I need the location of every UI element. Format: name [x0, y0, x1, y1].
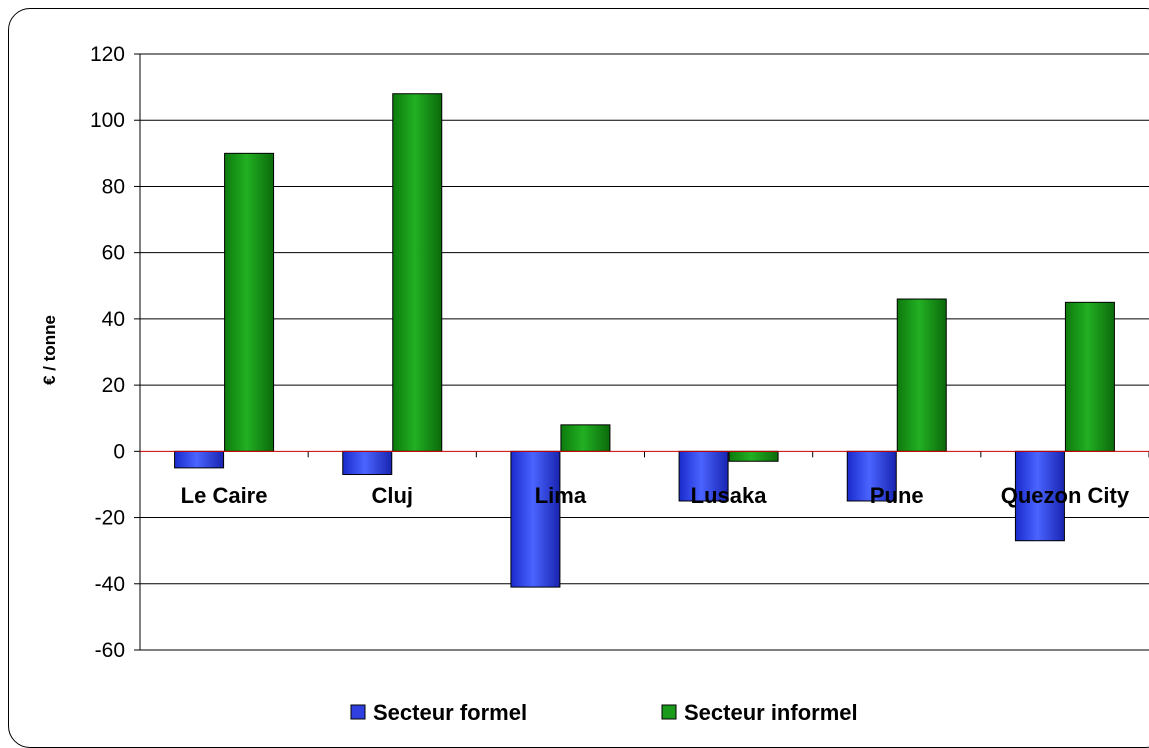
y-tick-label: 100: [90, 109, 125, 132]
bar-secteur-formel-5: [1014, 450, 1065, 542]
bar-secteur-informel-1: [392, 93, 443, 452]
legend-label: Secteur formel: [373, 700, 527, 725]
bar-secteur-informel-3: [728, 450, 779, 462]
y-tick-label: 20: [102, 374, 125, 397]
bar-secteur-formel-1: [342, 450, 393, 476]
category-label: Lusaka: [691, 483, 768, 508]
y-tick-label: 80: [102, 175, 125, 198]
y-tick-label: 40: [102, 308, 125, 331]
legend: Secteur formel Secteur informel: [350, 700, 858, 725]
y-tick-label: -60: [95, 639, 125, 662]
y-tick-label: 0: [113, 440, 125, 463]
bar-secteur-formel-2: [510, 450, 561, 588]
bar-secteur-informel-4: [896, 298, 947, 452]
y-tick-label: -20: [95, 507, 125, 530]
category-label: Cluj: [371, 483, 413, 508]
bar-secteur-informel-2: [560, 424, 611, 452]
y-axis-title: € / tonne: [40, 315, 59, 385]
bar-secteur-formel-3: [678, 450, 729, 502]
category-label: Lima: [535, 483, 587, 508]
bar-secteur-formel-0: [174, 450, 225, 469]
legend-swatch: [661, 704, 677, 720]
bar-secteur-formel-4: [846, 450, 897, 502]
chart-frame: [8, 8, 1149, 748]
category-label: Le Caire: [181, 483, 268, 508]
axes: [134, 53, 1149, 651]
y-tick-label: -40: [95, 573, 125, 596]
bar-secteur-informel-0: [224, 152, 275, 452]
bar-chart: -60 -40 -20 0 20 40 60 80 100 120 Le Caire Cluj Lima…: [40, 43, 1149, 725]
axis-labels: -60 -40 -20 0 20 40 60 80 100 120 Le Caire Cluj Lima…: [90, 43, 1130, 662]
y-tick-label: 60: [102, 242, 125, 265]
legend-swatch: [350, 704, 366, 720]
legend-label: Secteur informel: [684, 700, 858, 725]
category-label: Pune: [870, 483, 924, 508]
category-label: Quezon City: [1001, 483, 1130, 508]
grid-lines: [140, 53, 1149, 651]
bars: [140, 93, 1149, 588]
bar-secteur-informel-5: [1064, 301, 1115, 452]
y-tick-label: 120: [90, 43, 125, 66]
